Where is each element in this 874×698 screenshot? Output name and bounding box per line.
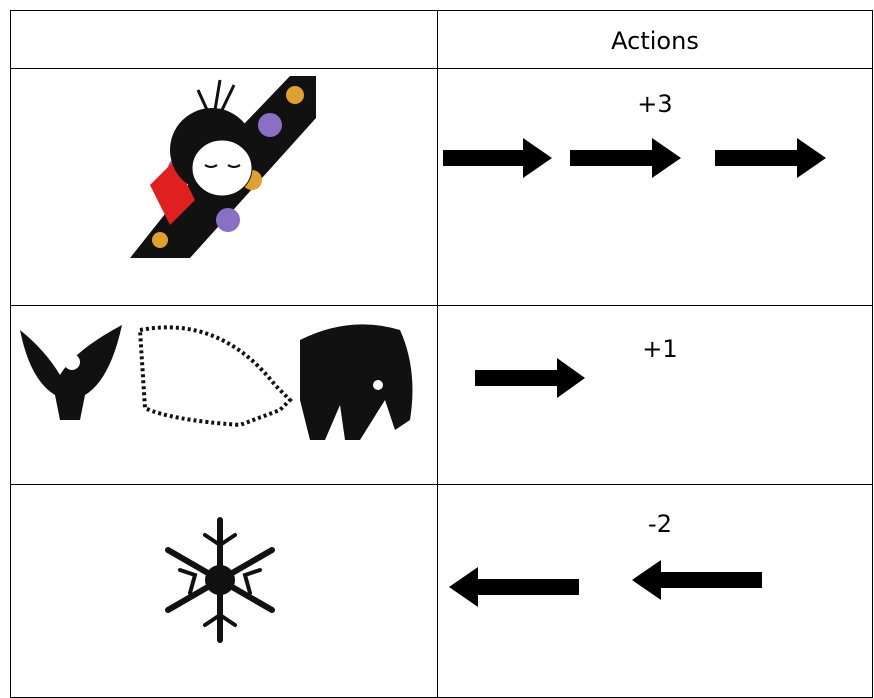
action-value: +3 [637, 90, 672, 118]
arrow-right [715, 138, 826, 178]
snowflake-image [165, 517, 275, 643]
arrow-right [443, 138, 552, 178]
arrow-right [570, 138, 681, 178]
animals-image [20, 324, 413, 440]
header-text: Actions [611, 27, 699, 55]
action-value: +1 [642, 335, 677, 363]
arrow-left [632, 560, 762, 600]
arrow-right [475, 358, 585, 398]
table-border [10, 10, 873, 698]
arrow-left [449, 567, 579, 607]
action-value: -2 [648, 510, 672, 538]
geisha-image [130, 76, 316, 258]
